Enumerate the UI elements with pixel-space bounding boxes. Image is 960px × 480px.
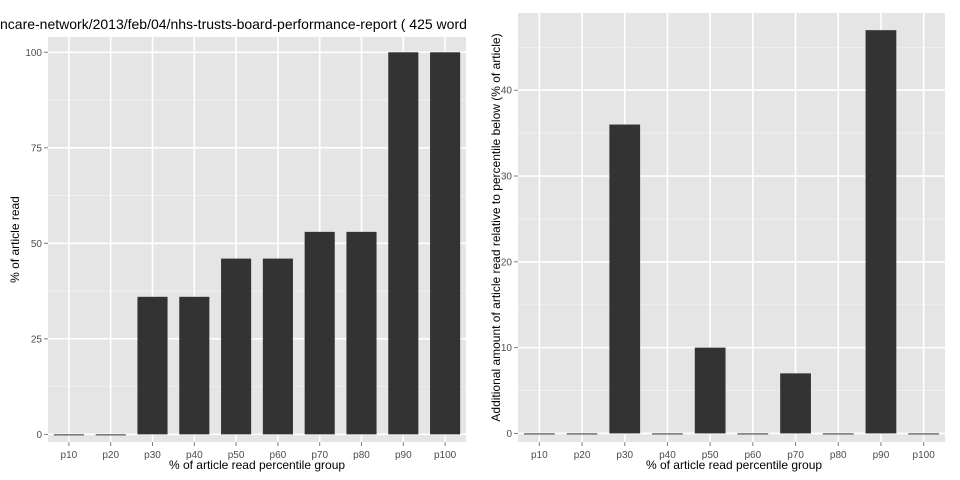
left-y-tick-label: 50 — [31, 239, 43, 250]
left-x-tick-label: p70 — [311, 450, 328, 461]
left-bar-p50 — [221, 258, 252, 435]
left-bar-p60 — [262, 258, 293, 435]
left-y-ticks: 0 25 50 75 100 — [25, 48, 48, 441]
left-y-tick-label: 25 — [31, 334, 43, 345]
right-bar-p10 — [523, 433, 555, 435]
left-bar-p20 — [95, 434, 126, 436]
right-y-tick-label: 30 — [501, 172, 513, 183]
left-bar-p90 — [388, 52, 419, 435]
right-bar-p70 — [780, 373, 811, 434]
right-x-tick-label: p70 — [787, 450, 804, 461]
left-bar-p70 — [304, 231, 335, 435]
left-bar-p40 — [179, 296, 210, 435]
left-x-tick-label: p30 — [144, 450, 161, 461]
left-x-tick-label: p10 — [61, 450, 78, 461]
left-x-ticks: p10 p20 p30 p40 p50 p60 p70 p80 p90 p100 — [61, 442, 457, 461]
left-y-tick-label: 100 — [25, 48, 42, 59]
right-y-tick-label: 10 — [501, 343, 513, 354]
right-bar-p60 — [737, 433, 769, 435]
left-x-tick-label: p90 — [395, 450, 412, 461]
left-x-tick-label: p50 — [228, 450, 245, 461]
left-x-tick-label: p20 — [102, 450, 119, 461]
right-x-tick-label: p10 — [531, 450, 548, 461]
left-y-tick-label: 0 — [36, 430, 42, 441]
right-y-axis-label: Additional amount of article read relati… — [489, 33, 503, 421]
right-x-tick-label: p90 — [873, 450, 890, 461]
left-x-tick-label: p60 — [270, 450, 287, 461]
left-bars — [53, 52, 461, 436]
left-bar-p100 — [430, 52, 461, 435]
right-x-tick-label: p60 — [745, 450, 762, 461]
right-x-ticks: p10 p20 p30 p40 p50 p60 p70 p80 p90 p100 — [531, 442, 935, 461]
left-y-tick-label: 75 — [31, 143, 43, 154]
right-bar-p50 — [694, 347, 726, 434]
left-bar-p10 — [53, 434, 84, 436]
right-x-axis-label: % of article read percentile group — [646, 458, 822, 472]
left-bar-p80 — [346, 231, 377, 435]
right-y-ticks: 0 10 20 30 40 — [501, 86, 518, 440]
right-bar-p80 — [822, 433, 854, 435]
right-x-tick-label: p80 — [830, 450, 847, 461]
right-bar-p100 — [908, 433, 940, 435]
right-y-tick-label: 0 — [506, 429, 512, 440]
left-y-axis-label: % of article read — [8, 196, 22, 283]
right-bars — [523, 30, 940, 435]
left-chart: ncare-network/2013/feb/04/nhs-trusts-boa… — [0, 16, 467, 472]
right-x-tick-label: p40 — [659, 450, 676, 461]
left-bar-p30 — [137, 296, 168, 435]
right-bar-p90 — [865, 30, 897, 434]
left-x-tick-label: p40 — [186, 450, 203, 461]
left-x-tick-label: p100 — [434, 450, 457, 461]
right-bar-p20 — [566, 433, 598, 435]
right-x-tick-label: p50 — [702, 450, 719, 461]
left-x-tick-label: p80 — [353, 450, 370, 461]
right-bar-p30 — [609, 124, 641, 434]
right-x-tick-label: p30 — [616, 450, 633, 461]
left-chart-title: ncare-network/2013/feb/04/nhs-trusts-boa… — [0, 16, 467, 32]
right-x-tick-label: p20 — [574, 450, 591, 461]
right-bar-p40 — [652, 433, 683, 435]
right-x-tick-label: p100 — [913, 450, 936, 461]
left-x-axis-label: % of article read percentile group — [169, 458, 345, 472]
right-y-tick-label: 40 — [501, 86, 513, 97]
right-y-tick-label: 20 — [501, 257, 513, 268]
